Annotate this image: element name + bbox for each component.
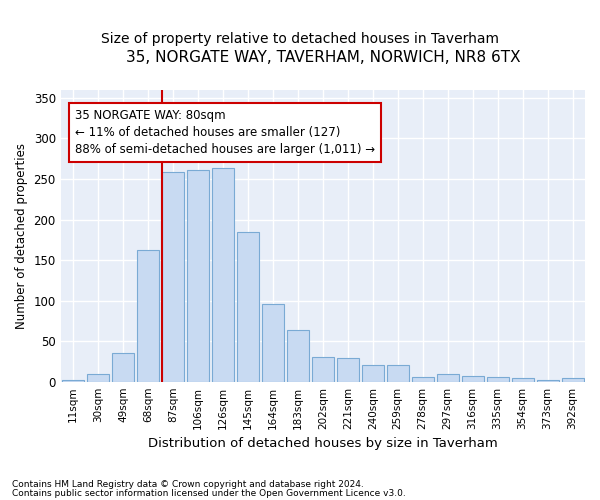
Bar (237, 232, 259, 382)
Y-axis label: Number of detached properties: Number of detached properties (15, 142, 28, 328)
Bar (287, 330, 309, 382)
Bar (562, 378, 584, 382)
Text: Size of property relative to detached houses in Taverham: Size of property relative to detached ho… (101, 32, 499, 46)
Bar (262, 304, 284, 382)
Bar (162, 172, 184, 382)
Bar (337, 358, 359, 382)
Bar (212, 168, 234, 382)
Bar (487, 377, 509, 382)
Bar (87, 374, 109, 382)
Text: Contains public sector information licensed under the Open Government Licence v3: Contains public sector information licen… (12, 488, 406, 498)
Bar (362, 366, 384, 382)
Bar (461, 376, 484, 382)
Bar (412, 377, 434, 382)
Bar (137, 250, 159, 382)
Text: Contains HM Land Registry data © Crown copyright and database right 2024.: Contains HM Land Registry data © Crown c… (12, 480, 364, 489)
Bar (312, 358, 334, 382)
Text: 35 NORGATE WAY: 80sqm
← 11% of detached houses are smaller (127)
88% of semi-det: 35 NORGATE WAY: 80sqm ← 11% of detached … (75, 109, 375, 156)
Bar (187, 170, 209, 382)
Title: 35, NORGATE WAY, TAVERHAM, NORWICH, NR8 6TX: 35, NORGATE WAY, TAVERHAM, NORWICH, NR8 … (125, 50, 520, 65)
Bar (387, 366, 409, 382)
X-axis label: Distribution of detached houses by size in Taverham: Distribution of detached houses by size … (148, 437, 498, 450)
Bar (112, 354, 134, 382)
Bar (536, 380, 559, 382)
Bar (512, 378, 533, 382)
Bar (437, 374, 458, 382)
Bar (62, 380, 84, 382)
